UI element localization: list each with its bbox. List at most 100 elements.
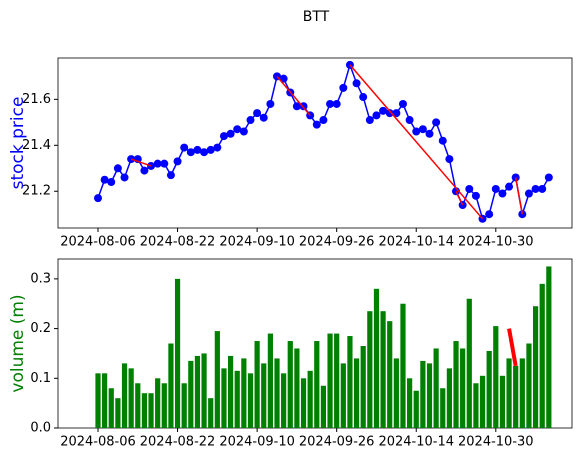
bar: [539, 283, 545, 428]
bar: [526, 343, 532, 428]
price-marker: [339, 83, 348, 92]
bar: [128, 368, 134, 428]
price-marker: [180, 143, 189, 152]
bar: [314, 341, 320, 428]
price-marker: [253, 109, 262, 118]
price-marker: [465, 184, 474, 193]
price-marker: [385, 109, 394, 118]
bar: [453, 341, 459, 428]
bar: [194, 355, 201, 428]
bar: [433, 348, 439, 428]
bar: [188, 360, 194, 428]
price-marker: [412, 127, 421, 136]
x-tick-label: 2024-08-06: [60, 435, 136, 450]
x-tick-label: 2024-09-10: [219, 235, 295, 250]
price-marker: [160, 159, 169, 168]
price-marker: [365, 116, 374, 125]
y-tick-label: 0.1: [30, 371, 51, 386]
bar: [353, 358, 360, 428]
bar: [115, 398, 121, 428]
bar: [267, 333, 273, 428]
x-tick-label: 2024-09-26: [299, 435, 375, 450]
y-axis-label: volume (m): [8, 294, 28, 392]
price-marker: [438, 136, 447, 145]
price-marker: [531, 184, 540, 193]
price-marker: [544, 173, 553, 182]
bar: [294, 348, 300, 428]
price-marker: [405, 116, 414, 125]
bar: [532, 306, 539, 428]
y-tick-label: 21.6: [22, 92, 51, 107]
price-marker: [200, 148, 209, 157]
price-marker: [418, 125, 427, 134]
bar: [148, 393, 154, 428]
price-marker: [425, 129, 434, 138]
price-marker: [186, 148, 195, 157]
bar: [373, 288, 380, 428]
price-marker: [326, 99, 335, 108]
price-marker: [471, 191, 480, 200]
bar: [135, 383, 141, 428]
y-tick-label: 21.2: [22, 184, 51, 199]
y-tick-label: 0.2: [30, 321, 51, 336]
bar: [307, 370, 313, 428]
bar: [208, 398, 214, 428]
bar: [281, 373, 287, 428]
bar: [261, 363, 267, 428]
trend-segment: [514, 177, 524, 215]
bar: [479, 375, 486, 428]
price-marker: [352, 79, 361, 88]
bar: [221, 368, 227, 428]
bar: [254, 341, 260, 428]
bar: [380, 311, 386, 428]
x-tick-label: 2024-08-22: [140, 435, 216, 450]
bar: [102, 373, 108, 428]
bar: [108, 388, 114, 428]
bar: [201, 353, 207, 428]
bar: [320, 385, 327, 428]
price-marker: [219, 132, 228, 141]
price-marker: [491, 184, 500, 193]
bar: [493, 326, 499, 428]
price-marker: [166, 171, 175, 180]
x-tick-label: 2024-09-26: [299, 235, 375, 250]
price-marker: [140, 166, 149, 175]
price-marker: [259, 113, 268, 122]
trend-segment: [507, 328, 518, 367]
price-marker: [226, 129, 235, 138]
bar: [228, 355, 234, 428]
price-marker: [233, 125, 242, 134]
price-marker: [485, 210, 494, 219]
price-marker: [432, 118, 441, 127]
bar: [546, 266, 552, 428]
x-tick-label: 2024-10-14: [378, 235, 454, 250]
bar: [274, 358, 280, 428]
price-marker: [113, 164, 122, 173]
price-marker: [292, 102, 301, 111]
bar: [161, 383, 167, 428]
trend-segment: [349, 64, 484, 220]
bar: [327, 333, 333, 428]
price-marker: [498, 189, 507, 198]
bar: [466, 298, 472, 428]
bar: [499, 375, 506, 428]
bar: [241, 358, 247, 428]
price-marker: [94, 194, 102, 203]
price-marker: [239, 127, 248, 136]
bar: [360, 345, 366, 428]
price-marker: [392, 109, 401, 118]
price-marker: [107, 178, 116, 187]
bar: [506, 358, 512, 428]
bar: [234, 370, 240, 428]
x-tick-label: 2024-08-22: [140, 235, 216, 250]
y-tick-label: 0.3: [30, 271, 51, 286]
price-marker: [372, 111, 381, 120]
bar: [387, 321, 393, 428]
price-marker: [445, 155, 454, 164]
price-marker: [312, 120, 321, 129]
bar: [287, 341, 293, 428]
bar: [168, 343, 174, 428]
bar: [407, 378, 413, 428]
price-marker: [120, 173, 129, 182]
